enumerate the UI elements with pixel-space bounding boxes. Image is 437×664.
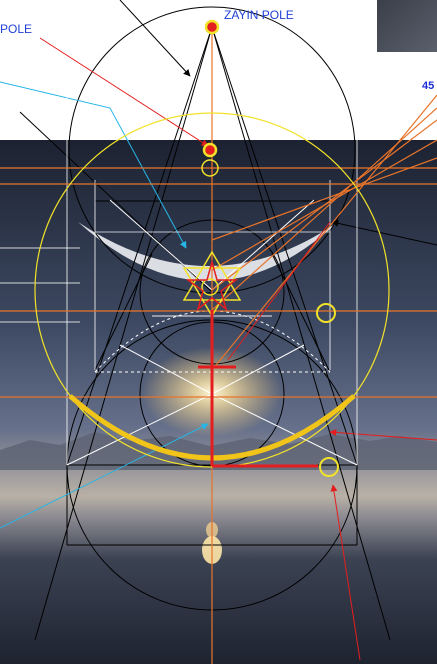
pole-left-label: POLE (0, 22, 32, 36)
orange-ray-1 (211, 94, 437, 371)
red-construction (185, 19, 331, 468)
second-pole-dot (202, 142, 218, 158)
black-arrow-right (331, 219, 437, 246)
number-45-label: 45 (422, 80, 434, 92)
red-arrow-lower (329, 428, 437, 441)
red-diagonal (227, 221, 331, 361)
orange-ray-5 (211, 157, 437, 241)
white-star-ray-left (109, 199, 213, 291)
corner-photo (377, 0, 437, 52)
white-ray-left (66, 393, 213, 466)
orange-ray-4 (211, 139, 437, 271)
white-ray-right (211, 393, 358, 466)
triangle-left-edge (66, 26, 213, 466)
black-arrow-top (119, 0, 191, 77)
white-ray-upper-right (211, 344, 305, 395)
white-star-ray-right (211, 199, 315, 291)
yellow-star-of-david-down (182, 267, 242, 318)
yellow-small-circle-mid (201, 278, 219, 296)
yellow-small-circle-bottom (319, 457, 339, 477)
crescent-moon (78, 222, 338, 281)
orange-ray-2 (211, 107, 437, 311)
white-ray-upper-left (119, 344, 213, 395)
red-arrow-bottom (330, 484, 361, 661)
red-arrow-top (39, 37, 209, 147)
triangle-right-edge (211, 26, 358, 466)
cyan-arrow-lower (0, 423, 209, 529)
hexagon-right-edge (271, 253, 330, 371)
mountain-silhouette (0, 432, 437, 470)
zayin-pole-label: ZAYIN POLE (224, 8, 294, 22)
yellow-star-of-david-up (182, 250, 242, 301)
yellow-small-circle-right (316, 303, 336, 323)
yellow-small-circle-top (201, 159, 219, 177)
hexagon-left-edge (94, 253, 153, 371)
text-labels: ZAYIN POLE POLE 45 (0, 8, 434, 92)
red-star (185, 259, 239, 312)
zayin-pole-dot (204, 19, 220, 35)
long-right-diagonal (211, 26, 391, 641)
cyan-arrow-upper (0, 81, 187, 249)
